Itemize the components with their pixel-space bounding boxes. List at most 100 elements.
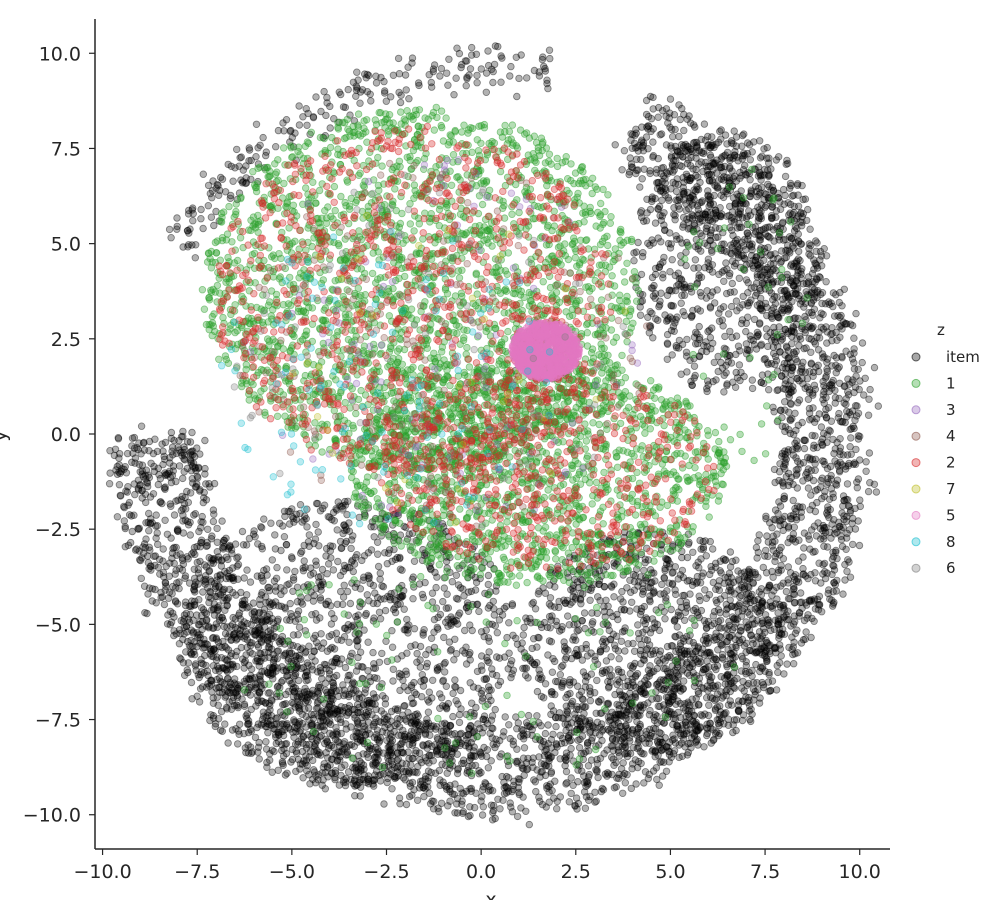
data-point <box>791 504 799 513</box>
data-point <box>471 586 480 594</box>
data-point <box>225 698 233 706</box>
data-point <box>213 538 221 546</box>
data-point <box>364 549 372 557</box>
data-point <box>649 93 657 102</box>
data-point <box>699 684 708 693</box>
data-point <box>536 797 544 805</box>
data-point <box>862 458 870 466</box>
data-point <box>366 673 374 681</box>
data-point <box>136 556 145 565</box>
data-point <box>334 557 342 566</box>
data-point <box>809 404 817 412</box>
data-point <box>657 130 666 138</box>
data-point <box>161 579 170 587</box>
data-point <box>482 88 490 96</box>
data-point <box>147 566 155 574</box>
data-point <box>853 478 861 486</box>
data-point <box>237 153 245 161</box>
data-point <box>815 559 823 567</box>
data-point <box>562 756 570 765</box>
data-point <box>333 658 341 667</box>
data-point <box>213 524 221 533</box>
data-point <box>542 803 550 811</box>
data-point <box>218 613 226 621</box>
data-point <box>777 582 785 590</box>
data-point <box>844 375 852 383</box>
data-point <box>818 608 826 616</box>
data-point <box>432 583 440 592</box>
data-point <box>814 606 823 614</box>
data-point <box>853 412 861 420</box>
data-point <box>773 386 781 395</box>
data-point <box>705 701 713 709</box>
data-point <box>829 548 837 556</box>
data-point <box>828 520 836 528</box>
data-point <box>515 778 523 786</box>
data-point <box>855 385 863 394</box>
data-point <box>445 638 454 646</box>
data-point <box>544 721 552 729</box>
data-point <box>337 748 346 756</box>
data-point <box>449 689 457 698</box>
data-point <box>488 816 497 824</box>
data-point <box>451 809 459 817</box>
data-point <box>240 729 248 738</box>
data-point <box>254 643 263 651</box>
data-point <box>157 593 165 602</box>
data-point <box>532 787 540 796</box>
data-point <box>801 572 810 580</box>
data-point <box>675 132 683 141</box>
data-point <box>263 763 271 771</box>
data-point <box>547 768 556 776</box>
data-point <box>807 335 815 343</box>
data-point <box>416 756 424 764</box>
data-point <box>599 786 608 794</box>
data-point <box>206 576 214 584</box>
data-point <box>496 753 504 761</box>
data-point <box>822 413 831 422</box>
data-point <box>233 740 242 748</box>
data-point <box>253 723 261 732</box>
data-point <box>372 79 381 87</box>
data-point <box>289 631 298 639</box>
data-point <box>823 355 832 363</box>
data-point <box>305 531 313 539</box>
data-point <box>309 775 317 783</box>
data-point <box>565 798 573 806</box>
data-point <box>422 726 430 734</box>
data-point <box>840 496 848 505</box>
data-point <box>354 76 362 84</box>
data-point <box>153 529 161 537</box>
data-point <box>829 289 838 297</box>
data-point <box>653 165 661 174</box>
data-point <box>489 67 497 76</box>
data-point <box>803 453 812 462</box>
data-point <box>355 694 363 703</box>
data-point <box>789 387 797 395</box>
data-point <box>853 402 861 410</box>
data-point <box>805 250 813 258</box>
data-point <box>287 649 296 657</box>
data-point <box>822 405 830 414</box>
data-point <box>841 418 849 427</box>
data-point <box>446 647 455 655</box>
data-point <box>245 144 253 152</box>
data-point <box>340 624 349 632</box>
data-point <box>352 781 361 789</box>
data-point <box>322 544 331 553</box>
data-point <box>299 564 307 572</box>
data-point <box>362 778 370 787</box>
data-point <box>258 588 266 597</box>
data-point <box>802 471 810 479</box>
data-point <box>662 141 671 149</box>
data-point <box>197 668 206 676</box>
data-point <box>165 225 174 234</box>
data-point <box>781 423 790 431</box>
data-point <box>312 93 320 101</box>
data-point <box>659 772 667 780</box>
data-point <box>177 655 185 663</box>
data-point <box>305 542 313 550</box>
data-point <box>120 503 129 512</box>
data-point <box>288 699 296 707</box>
data-point <box>845 459 853 468</box>
